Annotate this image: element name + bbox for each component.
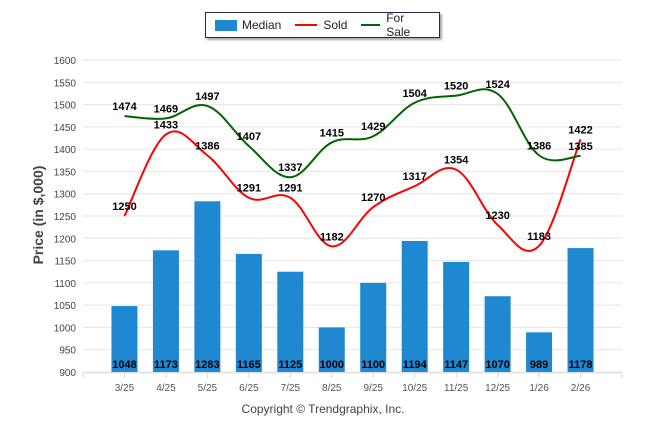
for-sale-data-label: 1520	[444, 81, 468, 93]
y-tick-label: 1350	[54, 167, 77, 178]
sold-data-label: 1250	[112, 201, 136, 213]
legend-label-median: Median	[242, 18, 282, 32]
median-bar	[152, 250, 179, 372]
sold-data-label: 1182	[320, 231, 344, 243]
for-sale-data-label: 1407	[237, 131, 261, 143]
sold-data-label: 1354	[444, 155, 469, 167]
for-sale-data-label: 1469	[154, 103, 178, 115]
median-bar-label: 1100	[361, 359, 385, 371]
median-bar	[235, 253, 262, 372]
y-tick-label: 950	[59, 346, 76, 357]
median-bar-label: 1070	[485, 359, 509, 371]
for-sale-data-label: 1415	[320, 127, 344, 139]
sold-data-label: 1433	[154, 119, 178, 131]
y-axis-label: Price (in $,000)	[30, 165, 46, 265]
sold-data-label: 1270	[361, 192, 385, 204]
x-tick-label: 7/25	[281, 383, 301, 394]
median-bar	[401, 240, 428, 372]
x-tick-label: 11/25	[444, 383, 469, 394]
y-tick-label: 1150	[54, 257, 76, 268]
sold-data-label: 1386	[195, 140, 219, 152]
y-tick-label: 1050	[54, 301, 77, 312]
series-lines	[123, 88, 582, 253]
y-tick-label: 1500	[54, 101, 77, 112]
legend-label-sold: Sold	[323, 18, 348, 32]
median-bar-label: 1283	[195, 359, 219, 371]
sold-line	[123, 130, 582, 253]
for-sale-line	[124, 88, 581, 179]
median-swatch	[215, 19, 237, 31]
median-bars	[111, 201, 594, 372]
median-bar-label: 1173	[154, 359, 178, 371]
y-tick-label: 1400	[54, 145, 77, 156]
y-tick-label: 1300	[54, 190, 77, 201]
for-sale-data-label: 1497	[195, 91, 219, 103]
median-bar	[526, 332, 553, 372]
y-tick-label: 1250	[54, 212, 77, 223]
y-tick-label: 1200	[54, 234, 77, 245]
median-bar-label: 1194	[403, 359, 428, 371]
legend-label-for-sale: For Sale	[386, 11, 411, 39]
y-tick-label: 1550	[54, 78, 77, 89]
sold-data-label: 1230	[485, 210, 509, 222]
sold-data-label: 1422	[568, 124, 592, 136]
x-tick-label: 5/25	[198, 383, 218, 394]
x-tick-label: 3/25	[115, 383, 135, 394]
legend-item-for-sale[interactable]: For Sale	[361, 11, 425, 39]
sold-data-label: 1183	[527, 231, 551, 243]
data-labels: 1048 1173 1283 1165 1125 1000 1100 1194 1147 1070…	[112, 79, 593, 371]
y-tick-label: 1600	[54, 56, 77, 67]
for-sale-data-label: 1429	[361, 121, 385, 133]
sold-data-label: 1317	[402, 171, 426, 183]
median-bar	[360, 282, 387, 372]
median-bar-label: 989	[530, 359, 548, 371]
legend-item-median[interactable]: Median	[215, 18, 281, 32]
for-sale-data-label: 1504	[402, 88, 427, 100]
for-sale-data-label: 1474	[112, 101, 137, 113]
median-bar-label: 1048	[112, 359, 136, 371]
median-bar	[484, 296, 511, 372]
x-tick-label: 8/25	[322, 383, 342, 394]
x-tick-label: 12/25	[485, 383, 510, 394]
y-tick-label: 1000	[54, 323, 77, 334]
x-tick-label: 1/26	[529, 383, 549, 394]
median-bar-label: 1000	[320, 359, 344, 371]
y-tick-label: 1100	[54, 279, 76, 290]
sold-data-label: 1291	[278, 183, 302, 195]
median-bar	[443, 261, 470, 372]
x-tick-label: 10/25	[402, 383, 427, 394]
median-bar-label: 1125	[278, 359, 302, 371]
for-sale-data-label: 1385	[568, 141, 592, 153]
median-bar	[111, 306, 138, 372]
median-bar	[318, 327, 345, 372]
legend-item-sold[interactable]: Sold	[295, 18, 347, 32]
median-bar	[194, 201, 221, 372]
x-tick-label: 9/25	[363, 383, 383, 394]
x-tick-label: 6/25	[239, 383, 259, 394]
copyright-text: Copyright © Trendgraphix, Inc.	[241, 402, 405, 416]
sold-data-label: 1291	[237, 183, 261, 195]
median-bar-label: 1165	[237, 359, 261, 371]
y-tick-label: 1450	[54, 123, 77, 134]
for-sale-data-label: 1386	[527, 140, 551, 152]
median-bar	[567, 248, 594, 372]
x-tick-label: 4/25	[156, 383, 176, 394]
legend: Median Sold For Sale	[205, 11, 440, 39]
median-bar	[277, 271, 304, 372]
x-axis: 3/25 4/25 5/25 6/25 7/25 8/25 9/25 10/25 11/25 12…	[82, 372, 623, 394]
for-sale-swatch	[361, 24, 381, 26]
for-sale-data-label: 1524	[485, 79, 510, 91]
y-tick-label: 900	[59, 368, 76, 379]
median-bar-label: 1178	[569, 359, 593, 371]
y-axis-ticks: 900 950 1000 1050 1100 1150 1200 1250 1300 1350 14…	[54, 56, 77, 379]
for-sale-data-label: 1337	[278, 162, 302, 174]
x-tick-label: 2/26	[571, 383, 591, 394]
sold-swatch	[295, 24, 318, 26]
median-bar-label: 1147	[444, 359, 468, 371]
